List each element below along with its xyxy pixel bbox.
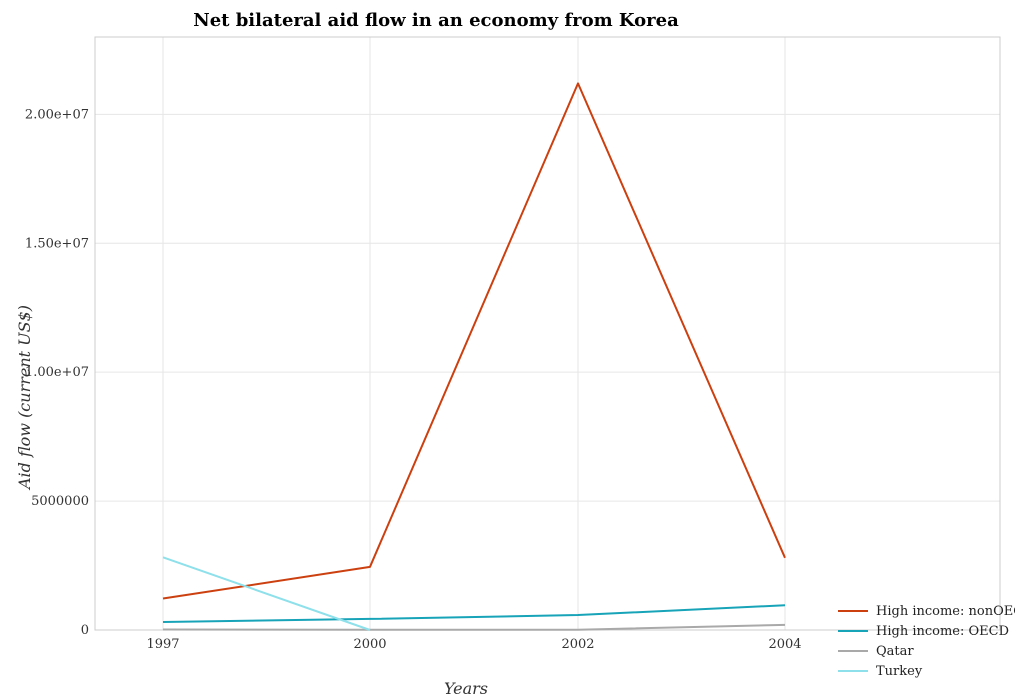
axes bbox=[94, 36, 1001, 631]
legend: High income: nonOECD High income: OECD Qat… bbox=[838, 604, 1015, 679]
legend-label-4: Turkey bbox=[876, 664, 923, 679]
x-tick-label: 1997 bbox=[146, 637, 179, 652]
legend-label-2: High income: OECD bbox=[876, 624, 1009, 639]
plot-area: 0 5000000 1.00e+07 1.50e+07 2.00e+07 1997 200… bbox=[25, 36, 1001, 652]
series-line-1 bbox=[162, 82, 786, 600]
x-axis-label: Years bbox=[444, 679, 488, 698]
plot-frame bbox=[94, 36, 1001, 631]
y-axis-label: Aid flow (current US$) bbox=[15, 305, 34, 491]
x-tick-labels: 1997 2000 2002 2004 bbox=[146, 637, 801, 652]
x-tick-label: 2000 bbox=[353, 637, 386, 652]
legend-label-1: High income: nonOECD bbox=[876, 604, 1015, 619]
chart-title: Net bilateral aid flow in an economy fro… bbox=[193, 10, 679, 31]
y-tick-labels: 0 5000000 1.00e+07 1.50e+07 2.00e+07 bbox=[25, 107, 89, 638]
series-line-2 bbox=[162, 604, 786, 624]
y-tick-label: 0 bbox=[81, 623, 89, 638]
x-tick-label: 2002 bbox=[561, 637, 594, 652]
y-tick-label: 2.00e+07 bbox=[25, 107, 89, 122]
legend-label-3: Qatar bbox=[876, 644, 914, 659]
x-tick-label: 2004 bbox=[768, 637, 801, 652]
series-line-4 bbox=[162, 556, 371, 631]
series-lines bbox=[162, 82, 786, 631]
series-line-3 bbox=[162, 623, 786, 631]
y-tick-label: 1.00e+07 bbox=[25, 365, 89, 380]
y-tick-label: 1.50e+07 bbox=[25, 236, 89, 251]
y-tick-label: 5000000 bbox=[31, 494, 89, 509]
gridlines bbox=[95, 37, 1000, 631]
